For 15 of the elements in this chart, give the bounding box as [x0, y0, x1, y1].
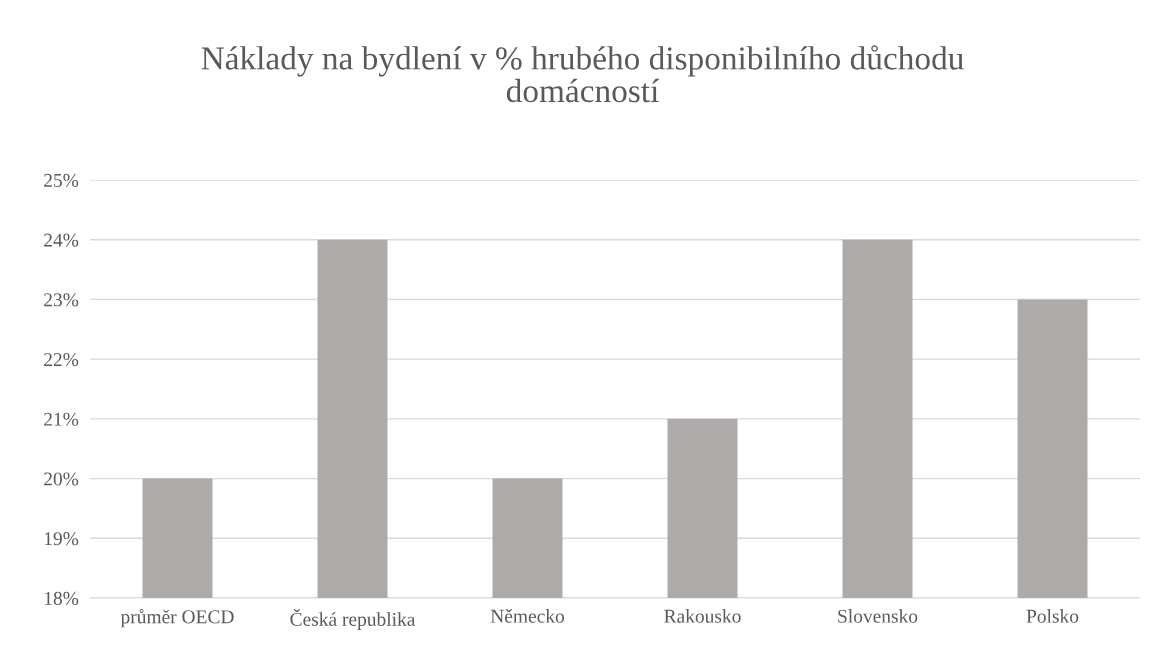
y-tick-label: 22%: [44, 352, 79, 367]
y-tick-label: 20%: [44, 472, 79, 486]
chart-title: Náklady na bydlení v % hrubého disponibilního důchodu domácností: [201, 45, 964, 103]
y-tick-label: 21%: [44, 412, 79, 426]
x-tick-label: Rakousko: [664, 609, 741, 623]
x-tick-label: Polsko: [1026, 609, 1079, 623]
y-tick-label: 25%: [44, 173, 79, 187]
y-tick-label: 19%: [44, 532, 79, 546]
x-tick-label: Slovensko: [838, 609, 918, 623]
y-tick-label: 18%: [44, 591, 79, 605]
x-tick-label: průměr OECD: [120, 609, 234, 628]
x-tick-label: Česká republika: [290, 609, 416, 630]
y-tick-label: 24%: [44, 233, 79, 247]
y-tick-label: 23%: [44, 293, 79, 307]
x-tick-label: Německo: [490, 609, 565, 623]
